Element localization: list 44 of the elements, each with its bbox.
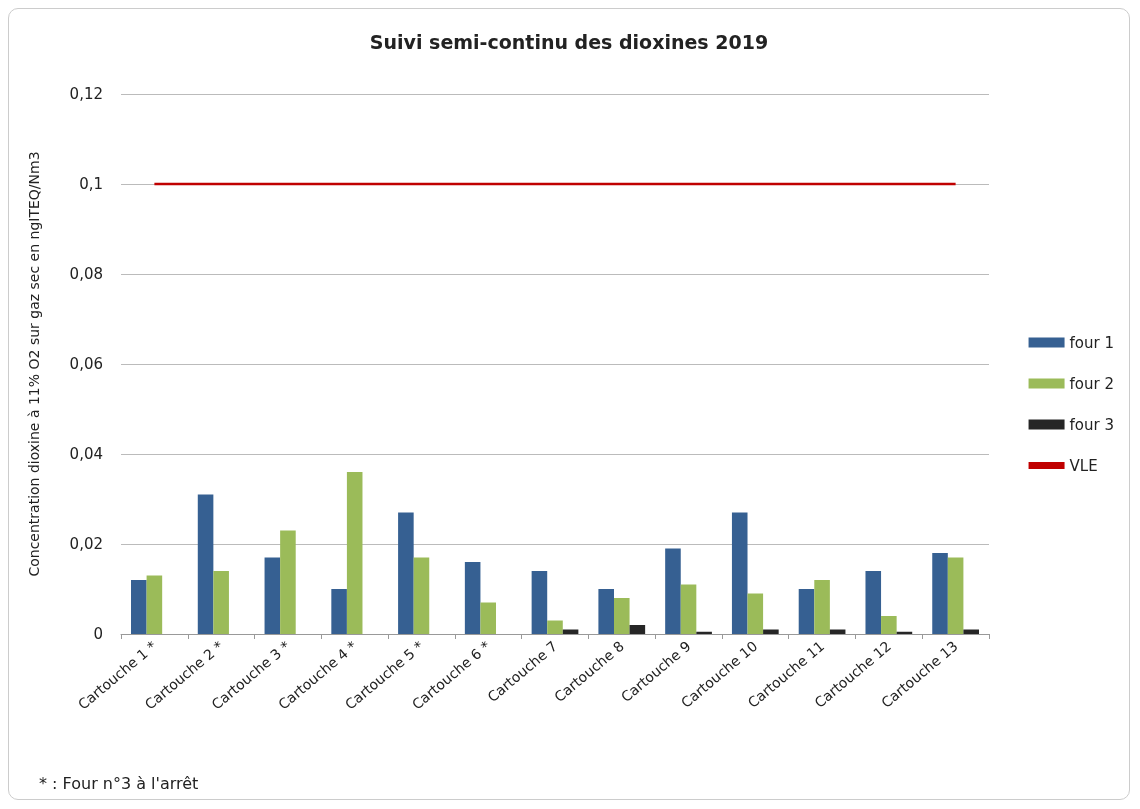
bar [963,629,979,634]
bar [680,584,697,634]
bar [747,593,764,634]
bar [280,530,296,634]
bar [464,562,481,634]
bar [798,589,815,634]
bar [881,616,897,634]
bar [480,602,497,634]
bar [629,625,646,634]
bar [146,575,163,634]
y-tick-label: 0 [93,625,103,643]
bar [665,548,681,634]
legend-label: four 3 [1069,415,1115,434]
bar [547,620,563,634]
bar [213,571,229,634]
bar [947,557,964,634]
bar [346,472,363,634]
bar [398,512,414,634]
y-tick-label: 0,04 [69,445,103,463]
bar [932,553,948,634]
y-tick-label: 0,02 [69,535,103,553]
bar [696,631,712,634]
bar [197,494,214,634]
bar [413,557,430,634]
legend-label: VLE [1069,456,1098,475]
y-tick-label: 0,06 [69,355,103,373]
bar [531,571,548,634]
y-tick-label: 0,12 [69,85,103,103]
legend-label: four 1 [1069,333,1115,352]
bar [331,589,347,634]
legend-label: four 2 [1069,374,1115,393]
text: * : Four n°3 à l'arrêt [39,773,199,793]
bar [598,589,614,634]
chart-title: Suivi semi-continu des dioxines 2019 [369,30,769,53]
bar [613,598,630,634]
bar [264,557,281,634]
y-tick-label: 0,08 [69,265,103,283]
bar [131,580,147,634]
bar [814,580,830,634]
bar [731,512,748,634]
bar [763,629,779,634]
y-tick-label: 0,1 [79,175,103,193]
bar [865,571,882,634]
y-axis-title: Concentration dioxine à 11% O2 sur gaz sec en ngITEQ/Nm3 [26,151,42,577]
